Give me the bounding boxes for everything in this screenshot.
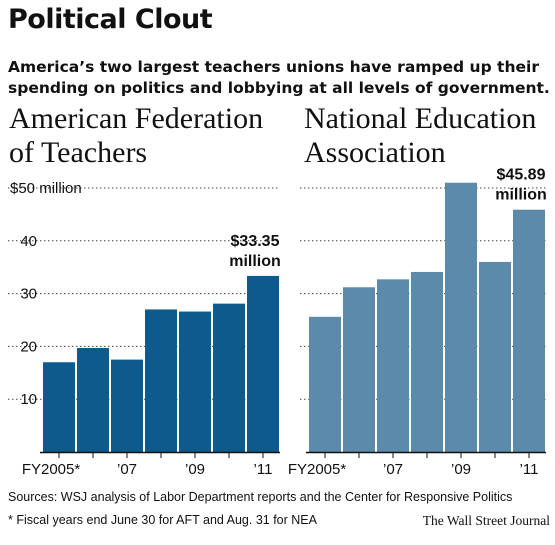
- aft-bar: [213, 303, 245, 452]
- aft-value-unit-label: million: [229, 253, 281, 270]
- aft-y-tick-label: 30: [20, 286, 37, 303]
- nea-bar: [479, 261, 511, 452]
- nea-value-label: $45.89: [497, 167, 546, 184]
- nea-x-tick-label: ’11: [520, 461, 539, 478]
- nea-bar: [445, 182, 477, 452]
- aft-y-tick-label: 40: [20, 233, 37, 250]
- aft-bar: [77, 347, 109, 452]
- aft-bar: [247, 275, 279, 452]
- nea-bar: [411, 271, 443, 452]
- aft-x-tick-label: FY2005*: [22, 461, 81, 478]
- nea-title-line2: Association: [304, 136, 446, 169]
- aft-panel-title: American Federation of Teachers: [9, 102, 279, 170]
- nea-x-tick-label: ’07: [383, 461, 403, 478]
- aft-y-tick-label: 10: [20, 391, 37, 408]
- aft-title-line1: American Federation: [9, 102, 264, 135]
- aft-bar: [43, 362, 75, 452]
- aft-title-line2: of Teachers: [9, 136, 148, 169]
- nea-value-unit-label: million: [495, 187, 547, 204]
- page-title: Political Clout: [8, 4, 213, 35]
- nea-x-tick-label: FY2005*: [288, 461, 347, 478]
- aft-x-tick-label: ’11: [254, 461, 273, 478]
- nea-bar: [343, 287, 375, 452]
- nea-bar: [513, 209, 545, 452]
- page-subtitle: America’s two largest teachers unions ha…: [8, 58, 550, 97]
- aft-value-label: $33.35: [231, 233, 280, 250]
- publisher-credit: The Wall Street Journal: [422, 513, 550, 528]
- sources-note: Sources: WSJ analysis of Labor Departmen…: [8, 490, 513, 504]
- aft-x-tick-label: ’09: [185, 461, 205, 478]
- nea-bar: [309, 316, 341, 452]
- nea-panel-title: National Education Association: [304, 102, 554, 170]
- aft-y-tick-label: $50 million: [10, 180, 82, 197]
- aft-bar: [179, 311, 211, 452]
- nea-x-tick-label: ’09: [451, 461, 471, 478]
- aft-bar: [145, 309, 177, 452]
- aft-bar: [111, 359, 143, 452]
- nea-bar: [377, 279, 409, 452]
- aft-y-tick-label: 20: [20, 338, 37, 355]
- fiscal-year-note: * Fiscal years end June 30 for AFT and A…: [8, 513, 317, 527]
- nea-title-line1: National Education: [304, 102, 537, 135]
- aft-x-tick-label: ’07: [117, 461, 137, 478]
